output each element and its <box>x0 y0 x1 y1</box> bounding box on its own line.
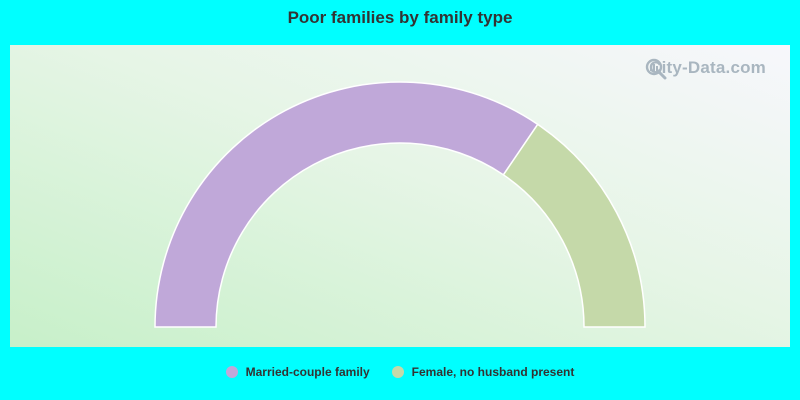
slice-married-couple-family[interactable] <box>154 81 539 328</box>
watermark-text: City-Data.com <box>649 58 766 77</box>
legend-swatch <box>225 366 238 378</box>
legend: Married-couple family Female, no husband… <box>0 365 800 379</box>
legend-label: Female, no husband present <box>411 365 575 379</box>
legend-swatch <box>391 366 404 378</box>
legend-label: Married-couple family <box>245 365 370 379</box>
legend-item-female-householder: Female, no husband present <box>391 365 575 379</box>
half-donut-chart <box>154 81 646 328</box>
slice-female-no-husband-present[interactable] <box>502 123 646 328</box>
legend-item-married-couple: Married-couple family <box>225 365 370 379</box>
chart-area: City-Data.com <box>10 45 790 347</box>
chart-title: Poor families by family type <box>287 8 513 27</box>
watermark: City-Data.com <box>645 58 766 80</box>
